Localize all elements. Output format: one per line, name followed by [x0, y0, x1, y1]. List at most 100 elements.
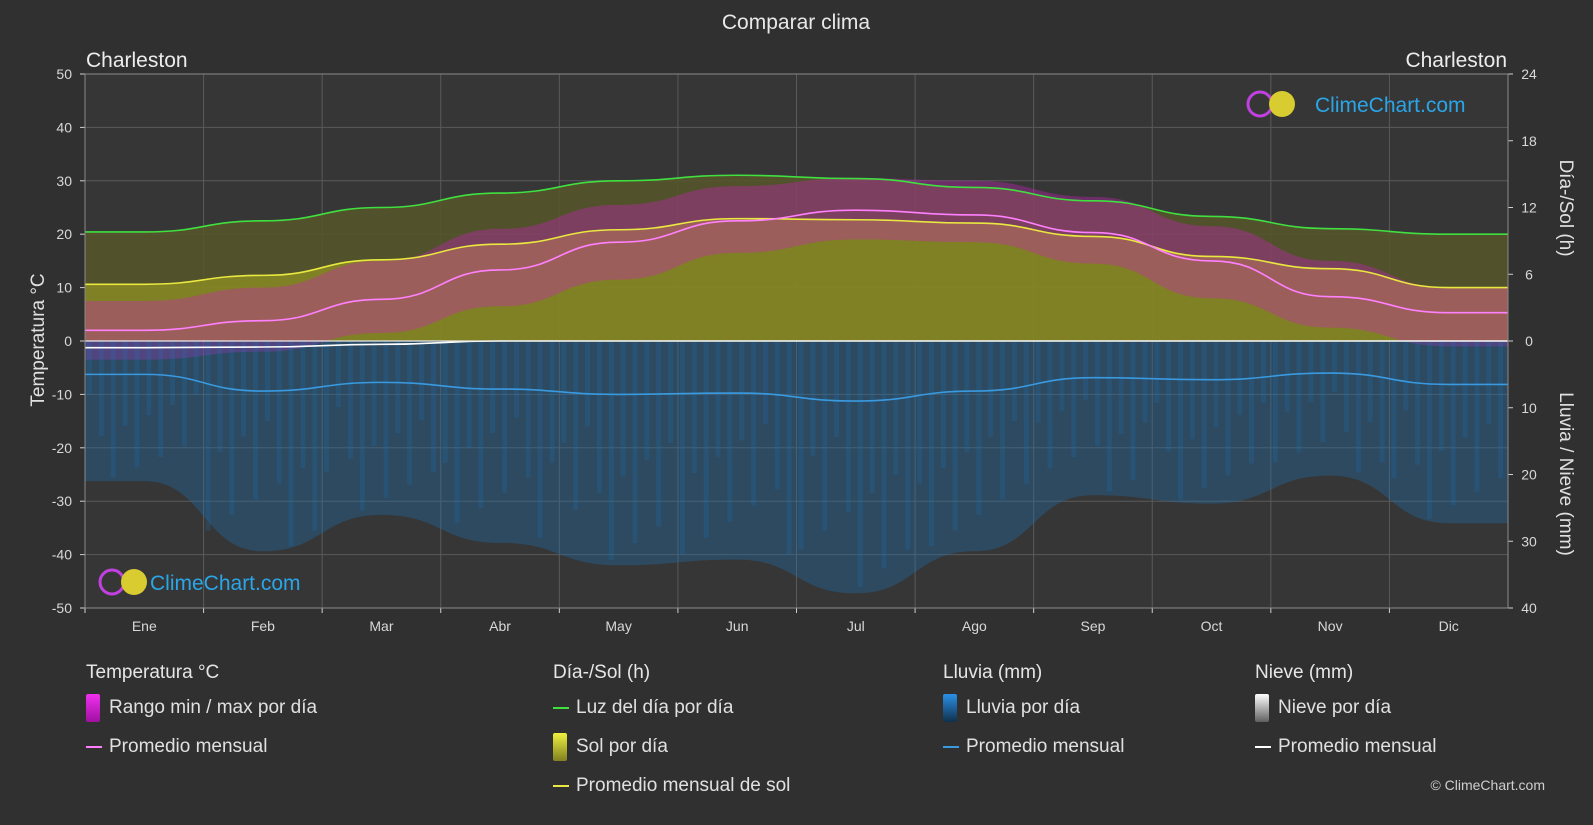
rain-day-bar: [751, 341, 757, 506]
brand-logo-bottom: ClimeChart.com: [98, 568, 301, 596]
rain-day-bar: [1272, 341, 1278, 463]
legend-daylight-label: Luz del día por día: [576, 696, 734, 718]
rain-day-bar: [430, 341, 436, 472]
rain-day-bar: [1225, 341, 1231, 476]
rain-day-bar: [632, 341, 638, 544]
rain-day-bar: [371, 341, 377, 447]
sun-avg-line: [84, 217, 1508, 289]
rain-day-bar: [1130, 341, 1136, 481]
legend-temp-range-label: Rango min / max por día: [109, 696, 318, 718]
snow-per-day-swatch: [1255, 693, 1269, 722]
rain-day-bar: [241, 341, 247, 437]
rain-day-bar: [1000, 341, 1006, 500]
rain-day-bar: [1083, 341, 1089, 400]
left-tick-label: -20: [52, 440, 72, 456]
legend-snow-heading: Nieve (mm): [1255, 662, 1354, 683]
rain-day-bar: [193, 341, 199, 395]
rain-day-bar: [1355, 341, 1361, 473]
rain-day-bar: [1320, 341, 1326, 443]
rain-day-bar: [395, 341, 401, 434]
rain-day-bar: [324, 341, 330, 472]
right-tick-label-hours: 24: [1521, 66, 1537, 82]
rain-day-bar: [537, 341, 543, 539]
brand-text-bottom: ClimeChart.com: [150, 572, 301, 595]
rain-day-bar: [442, 341, 448, 463]
logo-sun-icon: [1269, 91, 1295, 117]
legend-sun-heading: Día-/Sol (h): [553, 662, 651, 683]
rain-day-bar: [1189, 341, 1195, 440]
rain-day-bar: [1059, 341, 1065, 412]
rain-day-bar: [478, 341, 484, 509]
legend-snow-per-day: Nieve por día: [1255, 688, 1436, 727]
rain-day-bar: [1332, 341, 1338, 393]
legend-daylight: Luz del día por día: [553, 688, 790, 727]
location-left: Charleston: [86, 49, 188, 72]
month-label: Mar: [369, 618, 393, 634]
rain-day-bar: [1177, 341, 1183, 500]
rain-day-bar: [1403, 341, 1409, 411]
rain-day-bar: [1035, 341, 1041, 423]
rain-day-bar: [276, 341, 282, 484]
rain-day-bar: [1474, 341, 1480, 492]
legend-sun-avg: Promedio mensual de sol: [553, 766, 790, 805]
month-label: Sep: [1080, 618, 1105, 634]
rain-day-bar: [940, 341, 946, 469]
snow-avg-swatch: [1255, 745, 1271, 748]
left-tick-label: 20: [56, 226, 72, 242]
temp-range-swatch: [86, 693, 100, 722]
rain-day-bar: [857, 341, 863, 588]
rain-day-bar: [691, 341, 697, 474]
rain-day-bar: [146, 341, 152, 416]
rain-day-bar: [513, 341, 519, 418]
month-label: Jul: [847, 618, 865, 634]
rain-day-bar: [822, 341, 828, 531]
left-tick-label: -40: [52, 547, 72, 563]
legend-rain-avg-label: Promedio mensual: [966, 735, 1125, 757]
daylight-line: [84, 174, 1508, 235]
rain-day-bar: [917, 341, 923, 484]
month-label: Feb: [251, 618, 275, 634]
month-label: Ene: [132, 618, 157, 634]
rain-day-bar: [620, 341, 626, 477]
rain-day-bar: [1201, 341, 1207, 488]
logo-sun-icon: [121, 569, 147, 595]
left-axis-label: Temperatura °C: [28, 273, 49, 406]
location-right: Charleston: [1405, 49, 1507, 72]
brand-logo-top: ClimeChart.com: [1246, 90, 1466, 118]
legend: Temperatura °C Rango min / max por día P…: [0, 662, 1593, 812]
rain-day-bar: [1011, 341, 1017, 422]
rain-day-bar: [762, 341, 768, 425]
rain-day-bar: [1213, 341, 1219, 428]
legend-sun-avg-label: Promedio mensual de sol: [576, 774, 791, 796]
rain-day-bar: [383, 341, 389, 498]
rain-day-bar: [928, 341, 934, 547]
month-label: Nov: [1318, 618, 1343, 634]
rain-per-day-swatch: [943, 693, 957, 722]
rain-day-bar: [419, 341, 425, 421]
rain-day-bar: [1438, 341, 1444, 452]
rain-day-bar: [466, 341, 472, 448]
rain-day-bar: [490, 341, 496, 433]
rain-day-bar: [679, 341, 685, 555]
legend-temp-heading: Temperatura °C: [86, 662, 220, 683]
rain-day-bar: [1486, 341, 1492, 424]
rain-area: [85, 341, 1508, 594]
rain-day-bar: [952, 341, 958, 531]
rain-day-bar: [454, 341, 460, 524]
rain-day-bar: [668, 341, 674, 444]
rain-day-bar: [964, 341, 970, 453]
temp-avg-swatch: [86, 745, 102, 748]
rain-day-bar: [300, 341, 306, 469]
rain-day-bar: [1343, 341, 1349, 433]
copyright: © ClimeChart.com: [1430, 777, 1545, 793]
legend-rain-per-day-label: Lluvia por día: [966, 696, 1081, 718]
rain-day-bar: [988, 341, 994, 437]
rain-day-bar: [205, 341, 211, 531]
rain-day-bar: [1367, 341, 1373, 423]
rain-day-bar: [1166, 341, 1172, 452]
rain-day-bar: [288, 341, 294, 547]
rain-day-bar: [1071, 341, 1077, 458]
temp-avg-line: [85, 209, 1508, 332]
month-label: May: [605, 618, 631, 634]
